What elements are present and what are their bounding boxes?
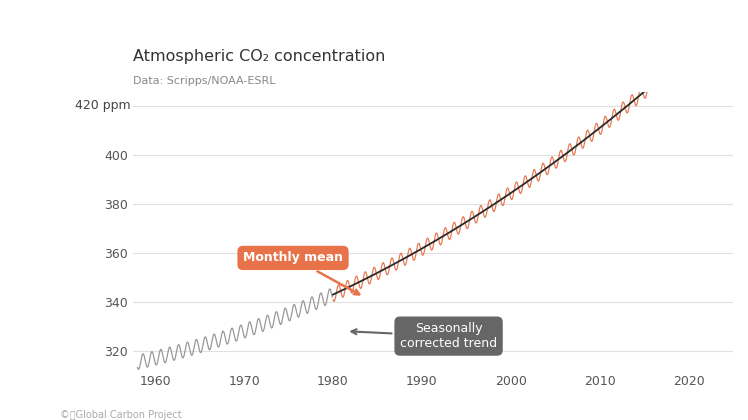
- Text: Seasonally
corrected trend: Seasonally corrected trend: [352, 322, 497, 350]
- Text: Data: Scripps/NOAA-ESRL: Data: Scripps/NOAA-ESRL: [133, 76, 275, 86]
- Text: Atmospheric CO₂ concentration: Atmospheric CO₂ concentration: [133, 49, 385, 64]
- Text: 420 ppm: 420 ppm: [75, 99, 130, 112]
- Text: ©ⓘGlobal Carbon Project: ©ⓘGlobal Carbon Project: [60, 410, 182, 420]
- Text: Monthly mean: Monthly mean: [243, 252, 359, 294]
